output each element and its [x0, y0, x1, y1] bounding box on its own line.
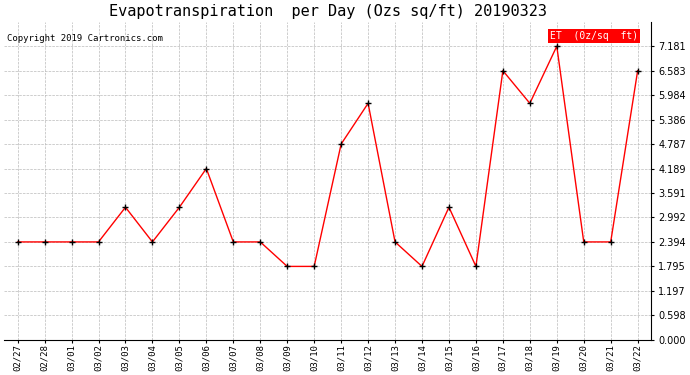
Text: Copyright 2019 Cartronics.com: Copyright 2019 Cartronics.com	[7, 34, 163, 43]
Text: ET  (0z/sq  ft): ET (0z/sq ft)	[550, 31, 638, 41]
Title: Evapotranspiration  per Day (Ozs sq/ft) 20190323: Evapotranspiration per Day (Ozs sq/ft) 2…	[108, 4, 546, 19]
